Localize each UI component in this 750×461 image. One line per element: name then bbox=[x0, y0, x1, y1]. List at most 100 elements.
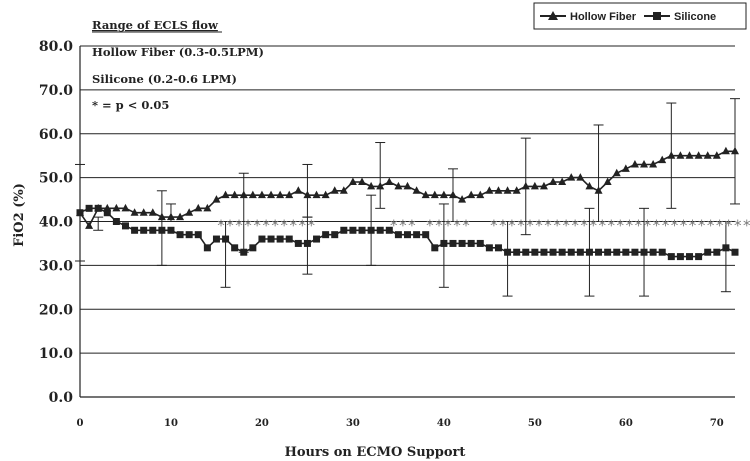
x-tick-label: 0 bbox=[77, 418, 84, 429]
data-point-hollow-fiber bbox=[312, 190, 321, 199]
data-point-silicone bbox=[458, 239, 466, 247]
data-point-silicone bbox=[513, 248, 521, 256]
legend-box bbox=[533, 2, 747, 30]
data-point-silicone bbox=[203, 244, 211, 252]
data-point-hollow-fiber bbox=[358, 177, 367, 186]
y-axis-title: FiO2 (%) bbox=[12, 183, 27, 247]
data-point-hollow-fiber bbox=[721, 146, 730, 155]
data-point-silicone bbox=[622, 248, 630, 256]
x-tick-label: 60 bbox=[619, 418, 633, 429]
data-point-hollow-fiber bbox=[476, 190, 485, 199]
data-point-hollow-fiber bbox=[412, 186, 421, 194]
data-point-silicone bbox=[540, 248, 548, 256]
data-point-hollow-fiber bbox=[512, 186, 521, 194]
data-point-silicone bbox=[549, 248, 557, 256]
data-point-silicone bbox=[640, 248, 648, 256]
data-point-silicone bbox=[340, 226, 348, 234]
data-point-silicone bbox=[413, 231, 421, 239]
data-point-silicone bbox=[704, 248, 712, 256]
data-point-silicone bbox=[349, 226, 357, 234]
data-point-silicone bbox=[476, 239, 484, 247]
data-point-hollow-fiber bbox=[294, 186, 303, 194]
x-tick-label: 20 bbox=[255, 418, 269, 429]
data-point-hollow-fiber bbox=[712, 151, 721, 159]
data-point-silicone bbox=[176, 231, 184, 239]
data-point-hollow-fiber bbox=[430, 190, 439, 199]
data-point-silicone bbox=[358, 226, 366, 234]
legend-label-silicone: Silicone bbox=[674, 11, 716, 23]
x-axis-title: Hours on ECMO Support bbox=[285, 445, 466, 460]
y-tick-label: 30.0 bbox=[39, 258, 73, 274]
data-point-hollow-fiber bbox=[694, 151, 703, 159]
legend: Hollow Fiber Silicone bbox=[533, 2, 747, 30]
data-point-hollow-fiber bbox=[458, 195, 467, 203]
y-tick-label: 50.0 bbox=[39, 171, 73, 187]
data-point-silicone bbox=[158, 226, 166, 234]
x-tick-label: 10 bbox=[164, 418, 178, 429]
data-point-silicone bbox=[313, 235, 321, 243]
data-point-silicone bbox=[322, 231, 330, 239]
data-point-silicone bbox=[449, 239, 457, 247]
data-point-hollow-fiber bbox=[594, 186, 603, 194]
y-tick-label: 80.0 bbox=[39, 39, 73, 55]
data-point-hollow-fiber bbox=[603, 177, 612, 186]
data-point-hollow-fiber bbox=[139, 208, 148, 216]
data-point-silicone bbox=[485, 244, 493, 252]
data-point-hollow-fiber bbox=[558, 177, 567, 186]
data-point-silicone bbox=[331, 231, 339, 239]
data-point-hollow-fiber bbox=[448, 190, 457, 199]
x-tick-label: 50 bbox=[528, 418, 542, 429]
data-point-silicone bbox=[131, 226, 139, 234]
data-point-silicone bbox=[376, 226, 384, 234]
y-tick-label: 40.0 bbox=[39, 215, 73, 231]
data-point-silicone bbox=[231, 244, 239, 252]
data-point-silicone bbox=[140, 226, 148, 234]
data-point-silicone bbox=[112, 218, 120, 225]
legend-label-hollow-fiber: Hollow Fiber bbox=[570, 11, 637, 23]
data-point-hollow-fiber bbox=[403, 181, 412, 190]
data-point-hollow-fiber bbox=[130, 208, 139, 216]
data-point-hollow-fiber bbox=[303, 190, 312, 199]
data-point-silicone bbox=[212, 235, 220, 243]
y-tick-label: 60.0 bbox=[39, 127, 73, 143]
data-point-hollow-fiber bbox=[166, 212, 175, 221]
data-point-silicone bbox=[394, 231, 402, 239]
data-point-silicone bbox=[194, 231, 202, 239]
data-point-hollow-fiber bbox=[148, 208, 157, 216]
y-tick-label: 20.0 bbox=[39, 302, 73, 318]
error-bars bbox=[75, 98, 740, 297]
data-point-hollow-fiber bbox=[703, 151, 712, 159]
data-point-silicone bbox=[604, 248, 612, 256]
data-point-hollow-fiber bbox=[121, 203, 130, 212]
data-point-silicone bbox=[676, 253, 684, 261]
data-point-hollow-fiber bbox=[230, 190, 239, 199]
data-point-silicone bbox=[667, 253, 675, 261]
data-point-silicone bbox=[276, 235, 284, 243]
data-point-hollow-fiber bbox=[239, 190, 248, 199]
x-tick-label: 70 bbox=[710, 418, 724, 429]
data-point-silicone bbox=[422, 231, 430, 239]
data-point-silicone bbox=[94, 204, 102, 212]
data-point-hollow-fiber bbox=[221, 190, 230, 199]
data-point-hollow-fiber bbox=[376, 181, 385, 190]
y-tick-label: 0.0 bbox=[49, 390, 74, 406]
x-tick-label: 30 bbox=[346, 418, 360, 429]
legend-marker-hollow-fiber bbox=[548, 11, 558, 20]
data-point-hollow-fiber bbox=[576, 173, 585, 181]
x-tick-label: 40 bbox=[437, 418, 451, 429]
data-point-silicone bbox=[695, 253, 703, 261]
data-point-hollow-fiber bbox=[276, 190, 285, 199]
data-point-silicone bbox=[258, 235, 266, 243]
data-point-hollow-fiber bbox=[621, 164, 630, 172]
data-point-silicone bbox=[467, 239, 475, 247]
data-point-silicone bbox=[713, 248, 721, 256]
data-point-silicone bbox=[585, 248, 593, 256]
data-point-hollow-fiber bbox=[348, 177, 357, 186]
data-point-silicone bbox=[121, 222, 129, 230]
data-point-silicone bbox=[440, 239, 448, 247]
data-point-hollow-fiber bbox=[658, 155, 667, 164]
y-tick-labels: 0.0 10.0 20.0 30.0 40.0 50.0 60.0 70.0 80.0 bbox=[39, 39, 73, 406]
significance-marker: ***************************** bbox=[489, 217, 750, 235]
data-point-silicone bbox=[103, 209, 111, 217]
